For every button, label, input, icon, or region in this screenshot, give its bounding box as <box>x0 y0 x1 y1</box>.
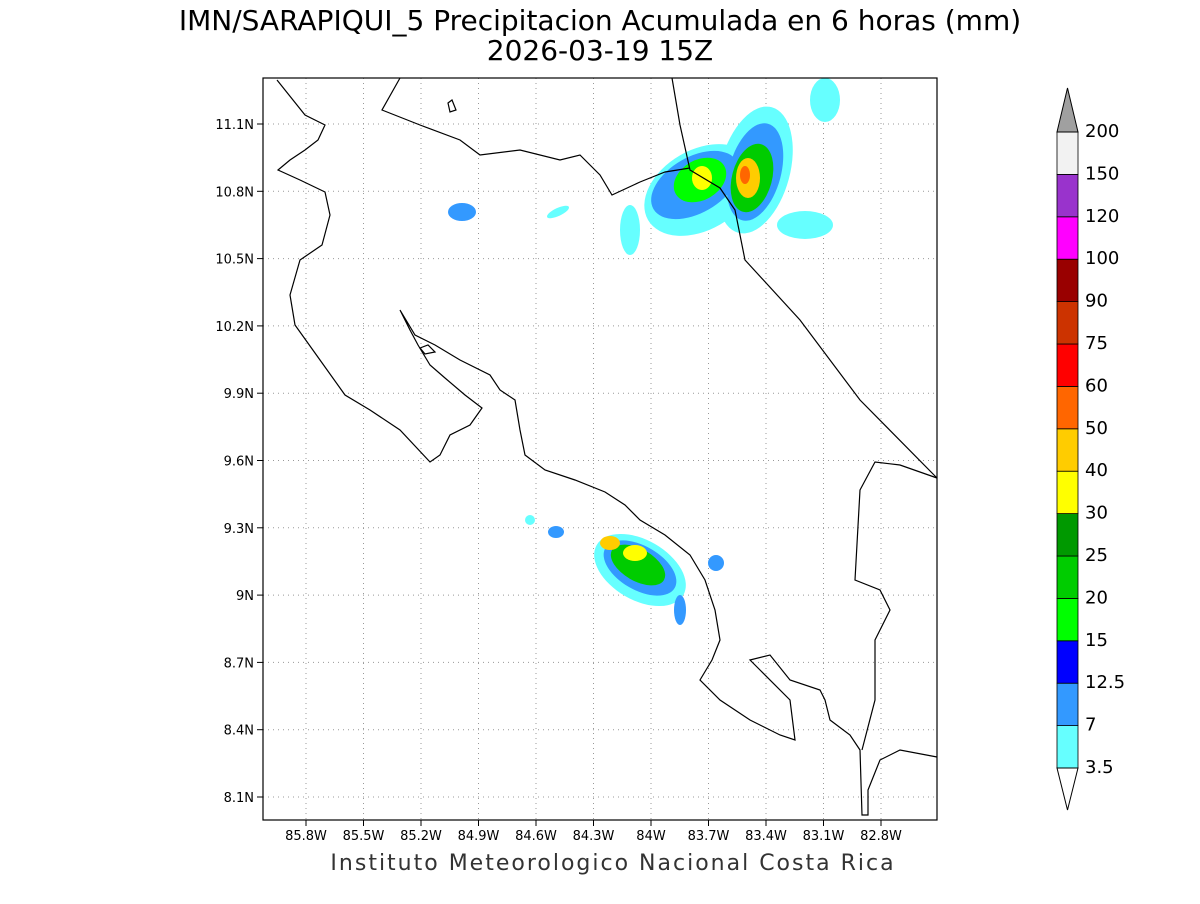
colorbar-bin <box>1056 513 1079 557</box>
x-tick-label: 83.1W <box>803 829 845 844</box>
colorbar-label: 75 <box>1085 333 1108 354</box>
colorbar-bin <box>1056 343 1079 387</box>
x-tick-label: 83.4W <box>745 829 787 844</box>
y-tick-label: 9.9N <box>224 387 254 402</box>
colorbar-bin <box>1056 682 1079 727</box>
colorbar-label: 15 <box>1085 630 1108 651</box>
colorbar-bin <box>1056 173 1079 218</box>
map-frame <box>262 77 938 821</box>
colorbar-label: 40 <box>1085 460 1108 481</box>
y-tick-label: 8.4N <box>224 724 254 739</box>
colorbar-bin <box>1056 470 1079 515</box>
y-tick-label: 11.1N <box>215 118 254 133</box>
colorbar-bin <box>1056 640 1079 684</box>
y-tick-label: 10.2N <box>215 320 254 335</box>
colorbar: 3.5 7 12.5 15 20 25 30 40 50 60 75 90 100 120 150 200 <box>1056 87 1125 811</box>
colorbar-bin <box>1056 258 1079 303</box>
colorbar-bin <box>1056 428 1079 472</box>
colorbar-bin <box>1056 555 1079 599</box>
colorbar-label: 60 <box>1085 375 1108 396</box>
x-tick-label: 84W <box>636 829 666 844</box>
colorbar-label: 100 <box>1085 248 1119 269</box>
colorbar-under <box>1056 767 1079 811</box>
north-cluster <box>448 78 840 255</box>
y-tick-label: 9.6N <box>224 455 254 470</box>
x-tick-label: 83.7W <box>688 829 730 844</box>
colorbar-bin <box>1056 301 1079 345</box>
title: IMN/SARAPIQUI_5 Precipitacion Acumulada … <box>179 4 1021 37</box>
colorbar-label: 120 <box>1085 206 1119 227</box>
colorbar-label: 12.5 <box>1085 672 1125 693</box>
x-tick-label: 85.2W <box>400 829 442 844</box>
y-tick-label: 10.5N <box>215 253 254 268</box>
colorbar-label: 90 <box>1085 291 1108 312</box>
colorbar-label: 50 <box>1085 418 1108 439</box>
x-tick-label: 85.8W <box>285 829 327 844</box>
colorbar-bin <box>1056 598 1079 642</box>
colorbar-over <box>1056 87 1079 133</box>
colorbar-label: 25 <box>1085 545 1108 566</box>
colorbar-label: 150 <box>1085 163 1119 184</box>
colorbar-bin <box>1056 131 1079 175</box>
y-tick-label: 9N <box>236 589 254 604</box>
colorbar-label: 30 <box>1085 503 1108 524</box>
grid <box>263 78 937 820</box>
colorbar-label: 20 <box>1085 587 1108 608</box>
colorbar-bin <box>1056 385 1079 430</box>
colorbar-bin <box>1056 725 1079 769</box>
x-tick-label: 84.9W <box>458 829 500 844</box>
footer: Instituto Meteorologico Nacional Costa R… <box>330 851 895 876</box>
colorbar-label: 7 <box>1085 715 1096 736</box>
subtitle: 2026-03-19 15Z <box>487 34 713 67</box>
south-cluster <box>525 515 724 625</box>
y-tick-label: 10.8N <box>215 185 254 200</box>
y-tick-label: 9.3N <box>224 522 254 537</box>
precipitation <box>448 78 840 625</box>
x-tick-label: 82.8W <box>860 829 902 844</box>
y-tick-label: 8.1N <box>224 791 254 806</box>
x-tick-label: 84.6W <box>515 829 557 844</box>
axes: 85.8W 85.5W 85.2W 84.9W 84.6W 84.3W 84W 83.7W 83… <box>215 118 902 844</box>
colorbar-bin <box>1056 216 1079 260</box>
coastlines <box>276 77 938 816</box>
colorbar-label: 200 <box>1085 121 1119 142</box>
colorbar-label: 3.5 <box>1085 757 1114 778</box>
y-tick-label: 8.7N <box>224 656 254 671</box>
x-tick-label: 85.5W <box>343 829 385 844</box>
x-tick-label: 84.3W <box>573 829 615 844</box>
